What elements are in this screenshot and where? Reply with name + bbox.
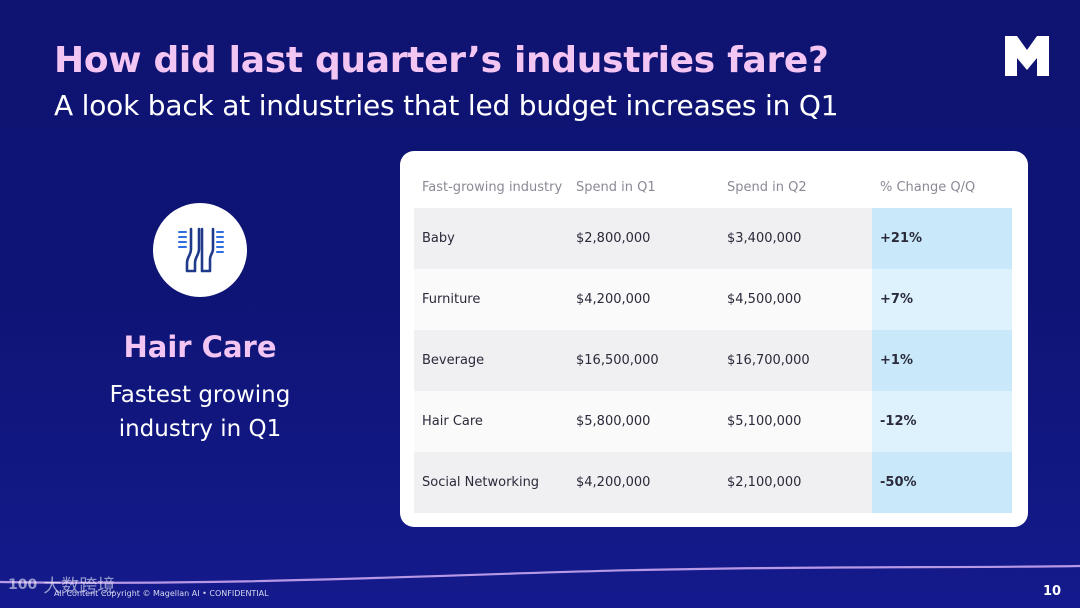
table-row: Furniture $4,200,000 $4,500,000 +7% (414, 269, 1012, 330)
spend-q2-cell: $4,500,000 (727, 292, 802, 307)
footer-copyright: All Content Copyright © Magellan AI • CO… (54, 589, 269, 598)
feature-desc-line2: industry in Q1 (118, 416, 282, 442)
header-spend-q1: Spend in Q1 (576, 179, 656, 195)
slide-title: How did last quarter’s industries fare? (54, 40, 829, 81)
page-number: 10 (1043, 584, 1062, 599)
header-change: % Change Q/Q (880, 179, 976, 195)
table-row: Beverage $16,500,000 $16,700,000 +1% (414, 330, 1012, 391)
spend-q1-cell: $4,200,000 (576, 292, 651, 307)
table-row: Baby $2,800,000 $3,400,000 +21% (414, 208, 1012, 269)
spend-q2-cell: $16,700,000 (727, 353, 810, 368)
table-row: Hair Care $5,800,000 $5,100,000 -12% (414, 391, 1012, 452)
table-row: Social Networking $4,200,000 $2,100,000 … (414, 452, 1012, 513)
change-cell: +7% (872, 269, 1012, 330)
spend-q1-cell: $4,200,000 (576, 475, 651, 490)
spend-q2-cell: $3,400,000 (727, 231, 802, 246)
footer-wave-decoration (0, 564, 1080, 584)
spend-q2-cell: $2,100,000 (727, 475, 802, 490)
industry-cell: Social Networking (422, 475, 540, 490)
industry-cell: Hair Care (422, 414, 483, 429)
change-cell: -50% (872, 452, 1012, 513)
m-logo-icon (1005, 36, 1049, 76)
watermark: 100 大数跨境 (8, 572, 115, 598)
industry-cell: Baby (422, 231, 455, 246)
table-header: Fast-growing industry Spend in Q1 Spend … (414, 167, 1012, 207)
change-cell: +1% (872, 330, 1012, 391)
feature-description: Fastest growing industry in Q1 (0, 378, 400, 446)
watermark-text: 大数跨境 (43, 576, 116, 597)
feature-title: Hair Care (123, 330, 277, 364)
spend-q1-cell: $5,800,000 (576, 414, 651, 429)
header-industry: Fast-growing industry (422, 179, 563, 195)
industry-cell: Furniture (422, 292, 481, 307)
change-cell: +21% (872, 208, 1012, 269)
watermark-logo: 100 (8, 577, 38, 593)
change-cell: -12% (872, 391, 1012, 452)
spend-q1-cell: $2,800,000 (576, 231, 651, 246)
slide-subtitle: A look back at industries that led budge… (54, 89, 839, 122)
feature-icon-badge (153, 203, 247, 297)
industry-cell: Beverage (422, 353, 485, 368)
industry-table: Fast-growing industry Spend in Q1 Spend … (400, 151, 1028, 527)
comb-icon (178, 227, 224, 273)
header-spend-q2: Spend in Q2 (727, 179, 807, 195)
spend-q2-cell: $5,100,000 (727, 414, 802, 429)
feature-desc-line1: Fastest growing (109, 382, 291, 408)
spend-q1-cell: $16,500,000 (576, 353, 659, 368)
